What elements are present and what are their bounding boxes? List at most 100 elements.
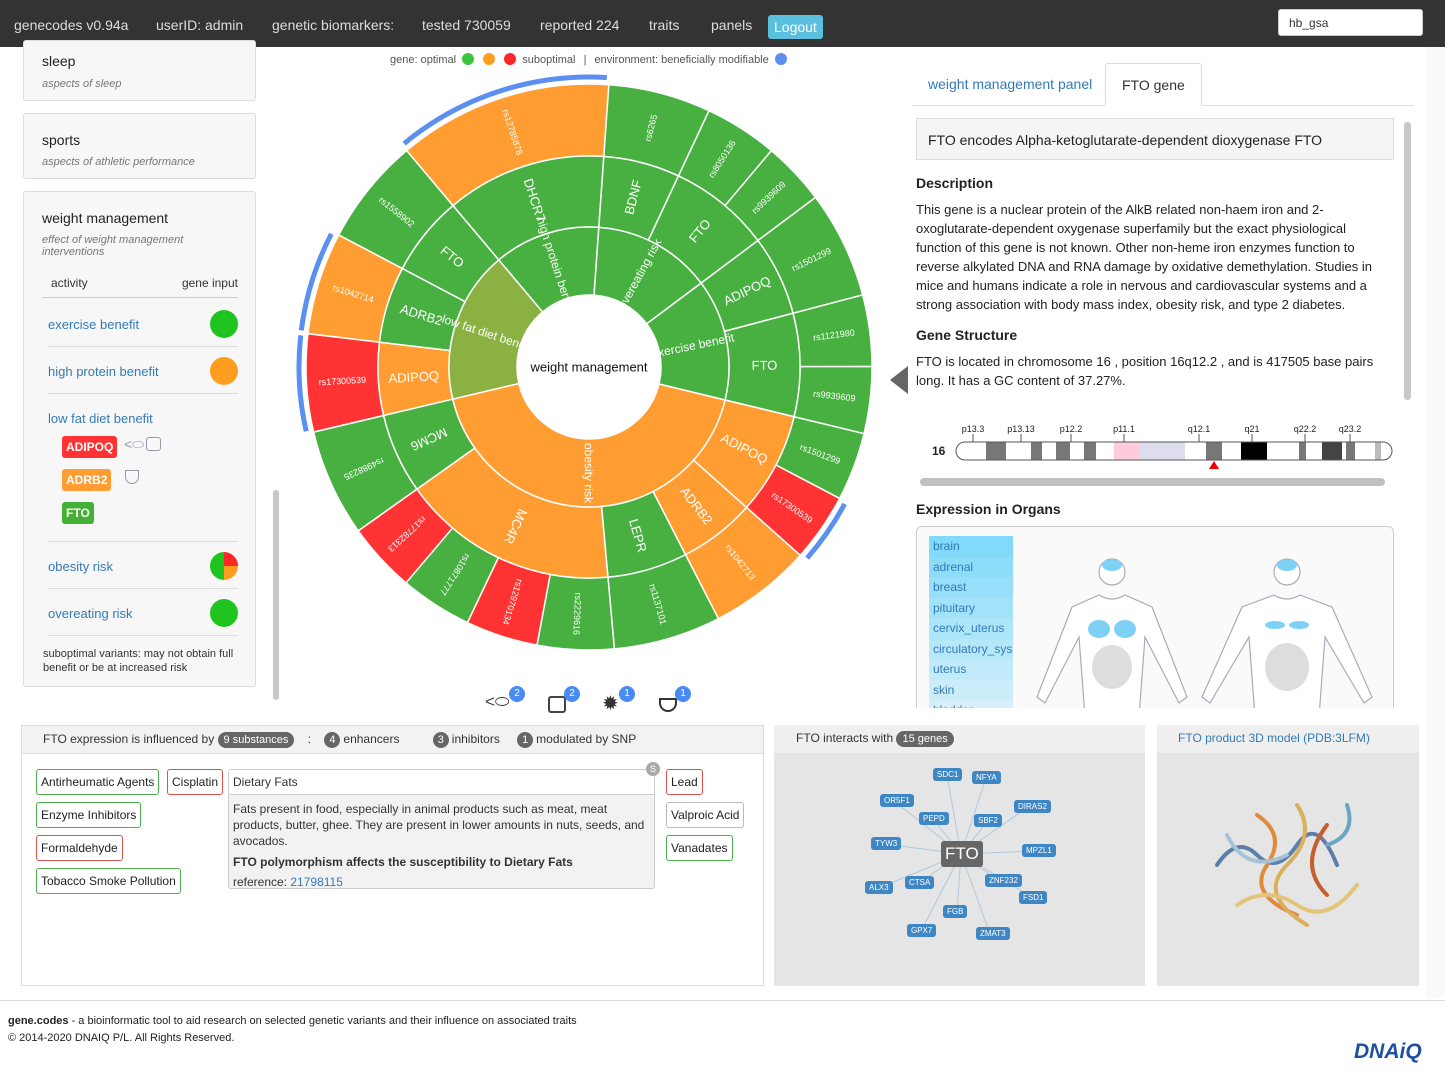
nav-panels[interactable]: panels (711, 17, 753, 33)
organs-panel: brain adrenal breast pituitary cervix_uterus… (916, 526, 1394, 708)
gene-node[interactable]: SDC1 (933, 768, 963, 781)
fish-icon[interactable]: <⬭ (485, 692, 510, 711)
model-title-link[interactable]: FTO product 3D model (PDB:3LFM) (1157, 725, 1419, 753)
activity-row[interactable]: overeating risk (48, 589, 238, 636)
activity-row[interactable]: obesity risk (48, 542, 238, 589)
gene-node[interactable]: ALX3 (865, 881, 893, 894)
card-title: weight management (42, 210, 169, 226)
brand[interactable]: genecodes v0.94a (14, 17, 129, 33)
salad-icon[interactable] (659, 698, 677, 712)
chromosome-band (1322, 442, 1342, 460)
protein-3d-model[interactable] (1197, 785, 1377, 945)
substance-chip[interactable]: Cisplatin (167, 769, 224, 795)
chromosome-band (1241, 442, 1267, 460)
nav-reported[interactable]: reported 224 (540, 17, 620, 33)
gene-node[interactable]: PEPD (919, 812, 949, 825)
snp-label[interactable]: modulated by SNP (536, 732, 637, 746)
chromosome-band (1206, 442, 1222, 460)
chromosome-number: 16 (932, 444, 946, 458)
filter-icons: <⬭ 2 2 ✹ 1 1 (485, 686, 705, 720)
search-input[interactable]: hb_gsa (1278, 9, 1423, 36)
row-label[interactable]: exercise benefit (48, 317, 140, 332)
sun-icon[interactable]: ✹ (602, 693, 619, 715)
substance-detail-card: Dietary Fats S Fats present in food, esp… (228, 762, 660, 889)
nav-genetic-biomarkers[interactable]: genetic biomarkers: (272, 17, 395, 33)
substance-chip[interactable]: Vanadates (666, 835, 733, 861)
organ-item[interactable]: uterus (929, 659, 1013, 680)
gene-node[interactable]: FGB (943, 905, 968, 918)
substance-chip[interactable]: Formaldehyde (36, 835, 123, 861)
inhibitors-label[interactable]: inhibitors (451, 732, 500, 746)
footer-description: - a bioinformatic tool to aid research o… (68, 1015, 577, 1027)
tab-weight-management-panel[interactable]: weight management panel (928, 76, 1093, 92)
gene-node[interactable]: ZMAT3 (976, 927, 1010, 940)
organ-item[interactable]: cervix_uterus (929, 618, 1013, 639)
activity-row[interactable]: low fat diet benefit ADIPOQ <⬭ ADRB2 FTO (48, 394, 238, 542)
row-label[interactable]: overeating risk (48, 606, 133, 621)
enhancers-label[interactable]: enhancers (343, 732, 400, 746)
row-label[interactable]: obesity risk (48, 559, 114, 574)
gene-node[interactable]: ZNF232 (985, 874, 1022, 887)
center-gene-node[interactable]: FTO (941, 841, 983, 867)
count-badge: 2 (509, 686, 525, 702)
organ-item[interactable]: bladder (929, 700, 1013, 708)
reference-link[interactable]: 21798115 (290, 875, 343, 889)
ideogram-scrollbar[interactable] (920, 478, 1385, 486)
legend-optimal: gene: optimal (390, 54, 457, 66)
gene-node[interactable]: GPX7 (907, 924, 937, 937)
nav-traits[interactable]: traits (649, 17, 680, 33)
row-label[interactable]: high protein benefit (48, 364, 159, 379)
description-text: This gene is a nuclear protein of the Al… (916, 202, 1372, 312)
trait-card-sports[interactable]: sports aspects of athletic performance (23, 113, 256, 179)
panel-scrollbar[interactable] (1404, 122, 1411, 400)
fish-icon: <⬭ (124, 436, 145, 452)
gene-node[interactable]: FSD1 (1019, 891, 1048, 904)
gene-chip-adrb2[interactable]: ADRB2 (62, 469, 112, 491)
band-label: q12.1 (1188, 424, 1211, 434)
organ-item[interactable]: skin (929, 679, 1013, 700)
scale-icon[interactable] (548, 696, 566, 713)
band-label: q21 (1244, 424, 1259, 434)
chromosome-ideogram[interactable]: 16 p13.3 p13.13 p12.2 p11.1 q12.1 q21 q22.2 q23.… (916, 418, 1396, 488)
gene-node[interactable]: NFYA (972, 771, 1001, 784)
substance-chip[interactable]: Lead (666, 769, 703, 795)
organ-item[interactable]: pituitary (929, 597, 1013, 618)
organ-item[interactable]: adrenal (929, 556, 1013, 577)
collapse-arrow-icon[interactable] (890, 366, 908, 394)
center-circle[interactable] (517, 295, 661, 439)
logout-button[interactable]: Logout (768, 15, 823, 39)
gene-node[interactable]: SBF2 (974, 814, 1003, 827)
gene-node[interactable]: CTSA (905, 876, 935, 889)
substance-chip[interactable]: Antirheumatic Agents (36, 769, 160, 795)
sidebar-scrollbar[interactable] (273, 490, 279, 700)
sunburst-chart[interactable]: rs17300539 ADIPOQrs1042714ADRB2rs1558902F… (280, 65, 900, 685)
nav-tested[interactable]: tested 730059 (422, 17, 511, 33)
tab-fto-gene[interactable]: FTO gene (1105, 63, 1202, 106)
trait-card-sleep[interactable]: sleep aspects of sleep (23, 40, 256, 101)
substances-count-badge[interactable]: 9 substances (217, 732, 295, 748)
gene-node[interactable]: OR5F1 (880, 794, 914, 807)
substance-chip[interactable]: Valproic Acid (666, 802, 745, 828)
chromosome-band (1299, 442, 1306, 460)
category-segment[interactable] (451, 382, 726, 508)
organ-item[interactable]: circulatory_system (929, 638, 1013, 659)
gene-node[interactable]: MPZL1 (1022, 844, 1056, 857)
gene-chip-adipoq[interactable]: ADIPOQ (62, 436, 118, 458)
genes-count-badge[interactable]: 15 genes (896, 731, 954, 747)
gene-node[interactable]: TYW3 (871, 837, 902, 850)
substances-panel: FTO expression is influenced by 9 substa… (21, 725, 764, 986)
row-label[interactable]: low fat diet benefit (48, 411, 153, 426)
gene-chip-fto[interactable]: FTO (62, 502, 94, 524)
chromosome-band (1114, 442, 1130, 460)
activity-row[interactable]: exercise benefit (48, 300, 238, 347)
activity-row[interactable]: high protein benefit (48, 347, 238, 394)
substance-chip[interactable]: Tobacco Smoke Pollution (36, 868, 181, 894)
chromosome-band (1346, 442, 1355, 460)
organ-item[interactable]: breast (929, 577, 1013, 598)
chromosome-band (1084, 442, 1096, 460)
gene-node[interactable]: DIRAS2 (1014, 800, 1051, 813)
snp-label: rs2229616 (571, 592, 583, 635)
organ-item[interactable]: brain (929, 536, 1013, 557)
substance-chip[interactable]: Enzyme Inhibitors (36, 802, 142, 828)
legend-separator: | (583, 54, 587, 66)
